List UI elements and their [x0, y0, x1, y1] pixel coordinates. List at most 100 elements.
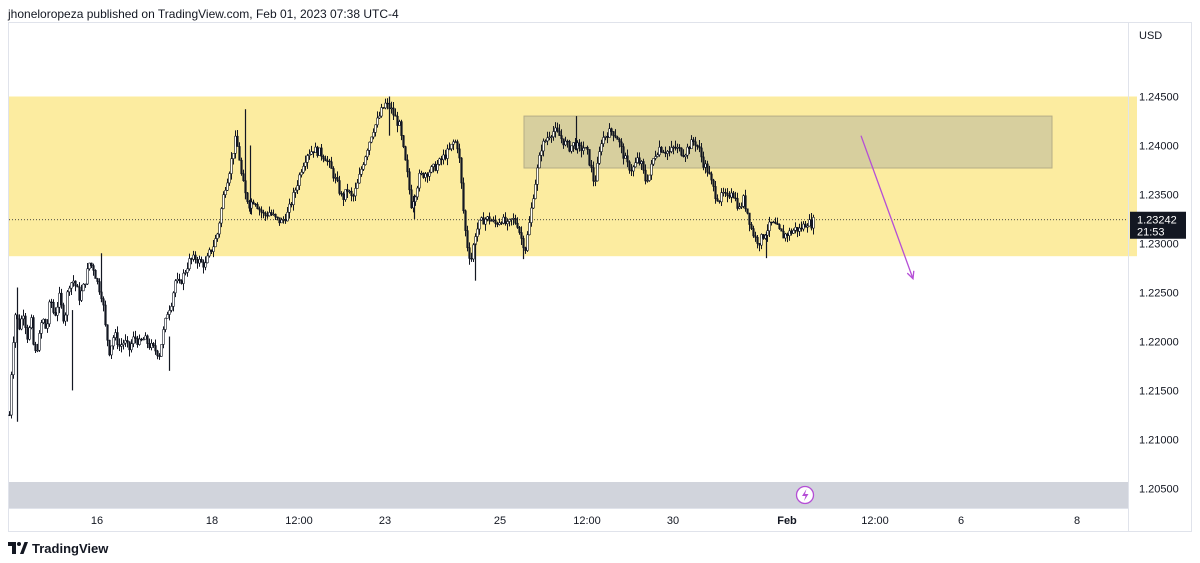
publisher-caption: jhoneloropeza published on TradingView.c… [8, 7, 399, 21]
y-tick-label: 1.22000 [1139, 336, 1179, 348]
candle-body [712, 179, 715, 187]
candle [750, 221, 753, 231]
candle [56, 301, 59, 322]
candle-body [32, 317, 35, 345]
candle [242, 169, 245, 182]
candle-body [646, 180, 649, 182]
candle [564, 136, 567, 147]
candle-body [506, 221, 509, 225]
candle [466, 225, 469, 252]
candle [724, 188, 727, 197]
candle-body [18, 318, 21, 330]
candle [596, 156, 599, 182]
candle [320, 144, 323, 161]
candle [152, 342, 155, 348]
candle-body [106, 324, 109, 341]
candle-body [390, 107, 393, 110]
candle [208, 247, 211, 258]
footer-brand[interactable]: TradingView [8, 540, 108, 556]
x-tick-label: 23 [379, 515, 391, 527]
candle [552, 125, 555, 141]
candle [504, 212, 507, 226]
candle [488, 212, 491, 225]
candle-body [556, 127, 559, 132]
candle-body [34, 343, 37, 351]
candle-body [334, 177, 337, 179]
candle [130, 339, 133, 353]
candle [352, 193, 355, 202]
candle [406, 154, 409, 178]
candle-body [96, 278, 99, 282]
candle [140, 337, 143, 342]
candle-body [602, 137, 605, 144]
candle [12, 336, 15, 379]
candle-body [532, 198, 535, 209]
candle [756, 234, 759, 249]
candle-body [662, 151, 665, 154]
candle-body [780, 228, 783, 232]
candle [98, 278, 101, 295]
candle-body [304, 162, 307, 167]
candle-body [292, 192, 295, 205]
candle [46, 319, 49, 333]
x-tick-label: 25 [494, 515, 506, 527]
candle [720, 188, 723, 207]
candle [354, 182, 357, 202]
candle-body [738, 206, 741, 209]
candle [80, 284, 83, 302]
candle-body [224, 189, 227, 195]
candle-body [48, 301, 51, 325]
candle [22, 309, 25, 326]
candle-body [422, 172, 425, 178]
candle [298, 172, 301, 190]
candle-body [552, 131, 555, 138]
candle [806, 223, 809, 233]
candle [440, 155, 443, 166]
candle [308, 149, 311, 160]
candle [18, 314, 21, 331]
candle [236, 129, 239, 147]
candle-body [606, 135, 609, 138]
candle [294, 187, 297, 198]
candle-body [652, 158, 655, 165]
candle [590, 159, 593, 173]
candle-body [396, 115, 399, 126]
candle-body [200, 258, 203, 263]
candle-body [354, 188, 357, 197]
candle-body [710, 173, 713, 181]
candle-body [486, 216, 489, 220]
candle-body [568, 141, 571, 152]
candle-body [626, 155, 629, 163]
candle [342, 191, 345, 206]
candle-body [140, 338, 143, 341]
candle-body [70, 282, 73, 289]
candle [772, 220, 775, 224]
candle-body [326, 160, 329, 162]
candle [636, 152, 639, 164]
candle [568, 139, 571, 153]
candle [84, 283, 87, 288]
candle [614, 129, 617, 139]
candle [10, 371, 13, 419]
candle-body [38, 333, 41, 351]
candle [810, 212, 813, 231]
candle [498, 218, 501, 226]
candle-body [22, 315, 25, 320]
candle-body [398, 121, 401, 126]
candle-body [560, 135, 563, 140]
candle-body [150, 343, 153, 349]
candle [706, 160, 709, 177]
candle-body [748, 212, 751, 225]
candle-body [418, 172, 421, 189]
candle-body [736, 198, 739, 209]
candle-body [636, 157, 639, 163]
candle-body [714, 186, 717, 200]
candle [240, 157, 243, 176]
candle-body [450, 143, 453, 150]
candle-body [500, 222, 503, 224]
candle-body [784, 233, 787, 239]
candle [332, 166, 335, 182]
candle-body [706, 163, 709, 173]
candle-body [182, 272, 185, 284]
